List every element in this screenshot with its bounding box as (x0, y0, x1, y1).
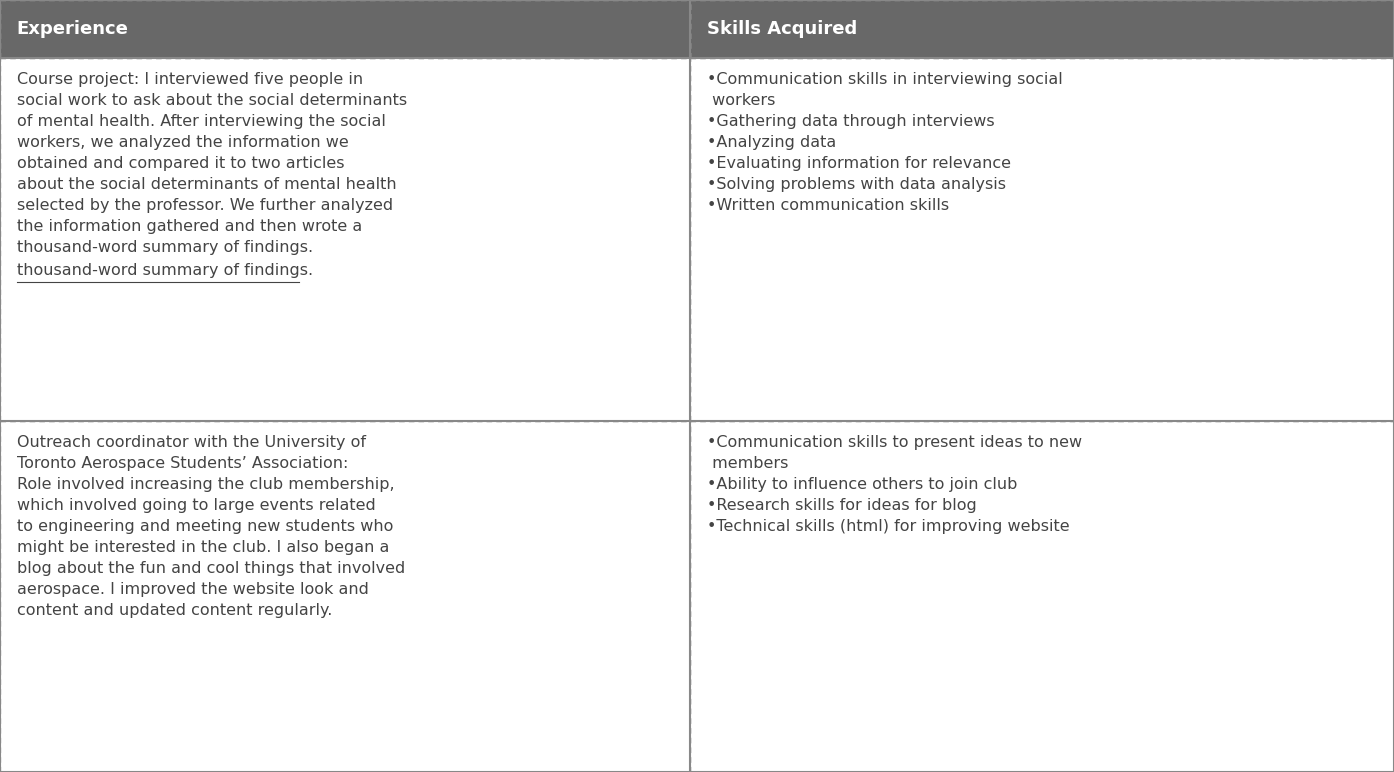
Text: Skills Acquired: Skills Acquired (707, 20, 857, 38)
Text: Course project: I interviewed five people in
social work to ask about the social: Course project: I interviewed five peopl… (17, 72, 407, 255)
Text: •Communication skills in interviewing social
 workers
•Gathering data through in: •Communication skills in interviewing so… (707, 72, 1062, 213)
Text: Outreach coordinator with the University of
Toronto Aerospace Students’ Associat: Outreach coordinator with the University… (17, 435, 406, 618)
Text: Experience: Experience (17, 20, 128, 38)
Bar (0, 58, 1394, 421)
Bar (0, 421, 1394, 772)
Bar (0, 0, 1394, 58)
Text: thousand-word summary of findings.: thousand-word summary of findings. (17, 263, 312, 279)
Text: •Communication skills to present ideas to new
 members
•Ability to influence oth: •Communication skills to present ideas t… (707, 435, 1082, 533)
